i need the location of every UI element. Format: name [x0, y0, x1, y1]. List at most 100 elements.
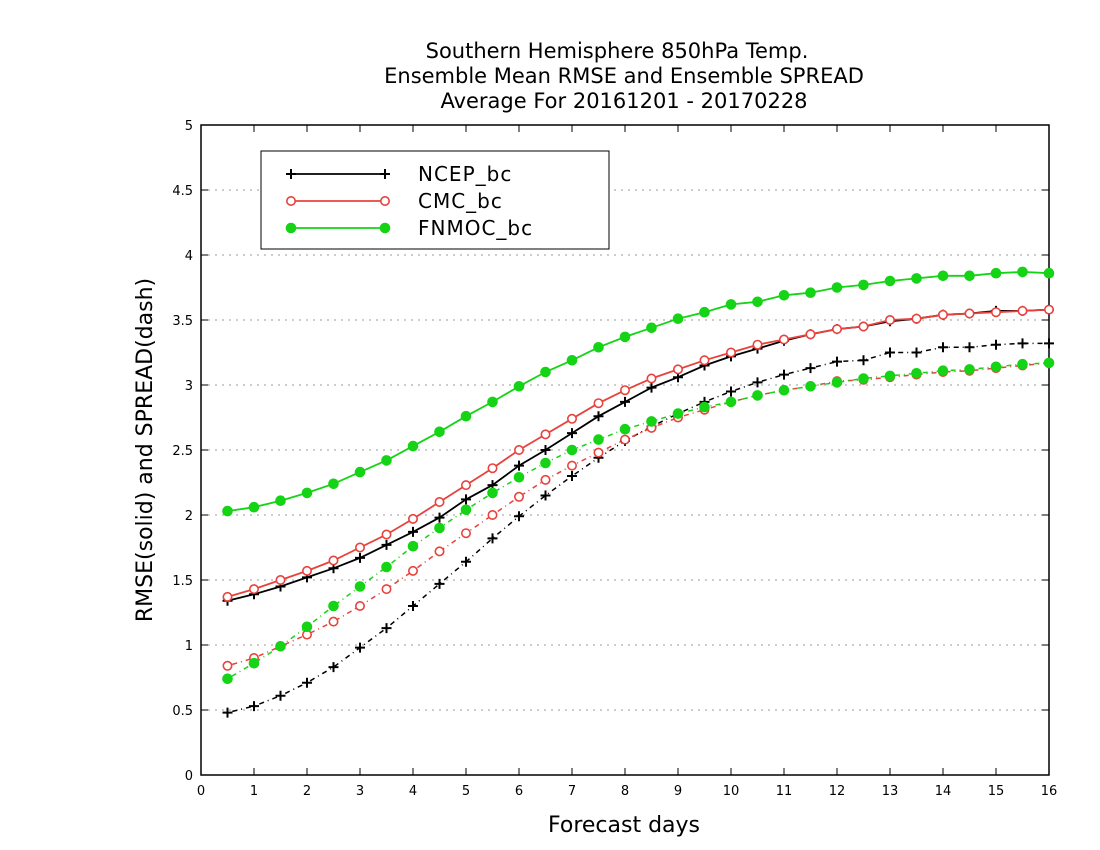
rmse-point-cmc-bc — [513, 444, 524, 455]
rmse-point-fnmoc-bc — [805, 287, 816, 299]
spread-point-fnmoc-bc — [831, 377, 843, 388]
rmse-point-ncep-bc — [381, 539, 392, 550]
rmse-point-cmc-bc — [222, 591, 233, 602]
spread-point-fnmoc-bc — [725, 396, 737, 408]
spread-point-fnmoc-bc — [275, 641, 286, 652]
spread-point-cmc-bc — [566, 460, 577, 471]
spread-point-fnmoc-bc — [460, 504, 472, 516]
rmse-point-cmc-bc — [381, 529, 392, 540]
spread-point-ncep-bc — [222, 707, 233, 718]
rmse-point-ncep-bc — [646, 382, 657, 393]
spread-point-fnmoc-bc — [937, 365, 949, 377]
rmse-point-cmc-bc — [752, 339, 763, 350]
rmse-point-cmc-bc — [858, 321, 869, 332]
axis-ticks: 00.511.522.533.544.550 1 2 3 4 5 6 7 8 9 10 11 12 13 1… — [172, 119, 1057, 799]
spread-point-fnmoc-bc — [381, 561, 392, 573]
spread-point-fnmoc-bc — [858, 373, 869, 384]
series-layer — [222, 266, 1055, 718]
x-tick-label: 14 — [935, 784, 952, 799]
rmse-line-fnmoc-bc — [227, 270, 1050, 512]
x-tick-label: 10 — [723, 784, 740, 799]
rmse-point-cmc-bc — [672, 364, 683, 375]
rmse-point-fnmoc-bc — [248, 501, 260, 513]
y-tick-label: 3 — [185, 379, 193, 394]
spread-point-fnmoc-bc — [646, 416, 657, 427]
rmse-point-cmc-bc — [460, 480, 471, 491]
rmse-point-fnmoc-bc — [619, 331, 631, 343]
rmse-point-fnmoc-bc — [513, 381, 525, 392]
rmse-point-cmc-bc — [487, 463, 498, 474]
x-tick-label: 7 — [568, 784, 576, 799]
spread-point-fnmoc-bc — [222, 673, 233, 685]
y-tick-label: 4.5 — [172, 184, 193, 199]
x-tick-label: 8 — [621, 784, 629, 799]
spread-point-cmc-bc — [593, 447, 604, 458]
rmse-point-cmc-bc — [566, 413, 577, 424]
spread-point-fnmoc-bc — [619, 423, 631, 435]
spread-point-ncep-bc — [938, 342, 948, 353]
spread-point-ncep-bc — [805, 363, 816, 374]
spread-point-fnmoc-bc — [301, 621, 313, 633]
spread-point-ncep-bc — [726, 386, 736, 397]
y-tick-label: 3.5 — [172, 314, 193, 329]
spread-point-cmc-bc — [487, 509, 498, 520]
spread-point-cmc-bc — [381, 584, 392, 595]
spread-point-cmc-bc — [513, 491, 524, 502]
spread-point-fnmoc-bc — [487, 487, 498, 499]
rmse-point-cmc-bc — [249, 584, 260, 595]
spread-point-fnmoc-bc — [407, 540, 419, 552]
rmse-point-ncep-bc — [540, 445, 551, 455]
rmse-point-fnmoc-bc — [858, 279, 869, 291]
rmse-point-fnmoc-bc — [566, 355, 578, 366]
rmse-point-cmc-bc — [593, 398, 604, 409]
legend-label-fnmoc-bc: FNMOC_bc — [418, 216, 533, 240]
rmse-point-fnmoc-bc — [460, 410, 472, 422]
rmse-point-fnmoc-bc — [434, 426, 445, 438]
x-tick-label: 12 — [829, 784, 846, 799]
x-axis-title: Forecast days — [548, 813, 700, 838]
rmse-point-fnmoc-bc — [487, 396, 498, 408]
spread-point-fnmoc-bc — [805, 381, 816, 392]
rmse-point-ncep-bc — [620, 396, 630, 407]
spread-point-ncep-bc — [1044, 338, 1054, 349]
spread-point-cmc-bc — [407, 565, 418, 576]
rmse-point-ncep-bc — [567, 428, 577, 439]
spread-point-fnmoc-bc — [1043, 357, 1055, 369]
x-tick-label: 3 — [356, 784, 364, 799]
spread-point-ncep-bc — [567, 471, 577, 481]
x-tick-label: 6 — [515, 784, 523, 799]
rmse-point-fnmoc-bc — [1043, 267, 1055, 279]
spread-point-ncep-bc — [964, 342, 975, 353]
legend-box — [260, 150, 610, 250]
rmse-point-fnmoc-bc — [884, 275, 896, 287]
rmse-point-cmc-bc — [328, 555, 339, 566]
y-tick-label: 1 — [185, 639, 193, 654]
rmse-point-cmc-bc — [434, 496, 445, 507]
spread-line-cmc-bc — [227, 362, 1050, 667]
title-line-1: Southern Hemisphere 850hPa Temp. — [426, 39, 809, 63]
spread-point-cmc-bc — [354, 600, 365, 611]
rmse-point-fnmoc-bc — [593, 342, 604, 353]
rmse-point-fnmoc-bc — [328, 478, 339, 490]
rmse-point-fnmoc-bc — [672, 313, 684, 325]
y-axis-title: RMSE(solid) and SPREAD(dash) — [133, 278, 158, 622]
rmse-point-fnmoc-bc — [911, 273, 922, 284]
x-tick-label: 0 — [197, 784, 205, 799]
rmse-point-fnmoc-bc — [1017, 266, 1028, 278]
spread-point-ncep-bc — [381, 623, 392, 634]
spread-point-ncep-bc — [328, 662, 339, 673]
spread-point-fnmoc-bc — [778, 384, 790, 396]
rmse-line-cmc-bc — [227, 308, 1050, 598]
x-tick-label: 9 — [674, 784, 682, 799]
rmse-point-cmc-bc — [778, 334, 789, 345]
spread-point-fnmoc-bc — [990, 361, 1002, 373]
x-tick-label: 15 — [988, 784, 1005, 799]
spread-point-ncep-bc — [858, 355, 869, 366]
spread-point-ncep-bc — [911, 347, 922, 358]
spread-point-fnmoc-bc — [540, 457, 551, 469]
rmse-point-fnmoc-bc — [831, 282, 843, 293]
rmse-point-fnmoc-bc — [699, 306, 710, 318]
legend-marker-cmc-bc — [379, 196, 390, 207]
spread-line-fnmoc-bc — [227, 362, 1050, 680]
